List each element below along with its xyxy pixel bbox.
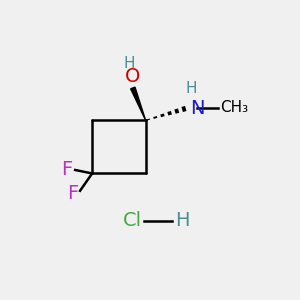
Text: F: F xyxy=(67,184,78,202)
Text: Cl: Cl xyxy=(123,211,142,230)
Polygon shape xyxy=(131,87,146,120)
Text: N: N xyxy=(190,99,204,118)
Text: H: H xyxy=(175,211,189,230)
Text: CH₃: CH₃ xyxy=(220,100,248,115)
Text: H: H xyxy=(185,81,197,96)
Text: F: F xyxy=(61,160,72,179)
Text: O: O xyxy=(125,67,140,86)
Text: H: H xyxy=(124,56,135,70)
